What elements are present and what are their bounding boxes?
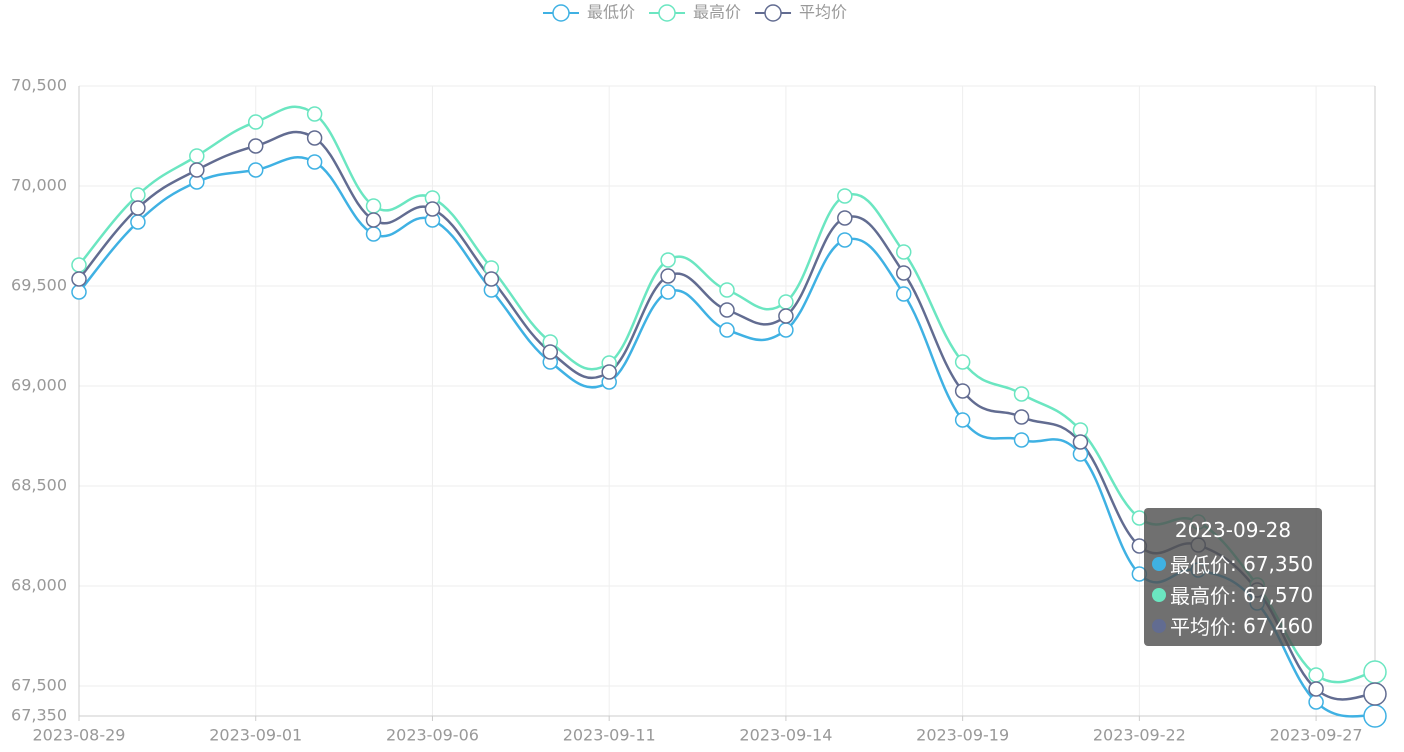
data-point — [1308, 694, 1324, 710]
y-tick-label: 68,000 — [11, 576, 67, 595]
data-point — [1308, 681, 1324, 697]
legend-label: 最高价 — [693, 3, 741, 22]
y-tick-label: 67,350 — [11, 706, 67, 725]
x-tick-label: 2023-09-27 — [1270, 726, 1363, 745]
data-point — [130, 214, 146, 230]
data-point — [895, 244, 912, 260]
data-point — [189, 162, 205, 178]
tooltip-name: 平均价 — [1170, 615, 1230, 639]
data-point — [719, 282, 735, 298]
data-point — [130, 187, 146, 203]
data-point — [71, 257, 87, 273]
tooltip-title: 2023-09-28 — [1174, 518, 1292, 542]
legend-icon — [658, 4, 676, 22]
x-tick-label: 2023-09-11 — [563, 726, 656, 745]
data-point — [71, 271, 87, 287]
tooltip-row: 最高价: 67,570 — [1152, 579, 1322, 610]
legend-label: 最低价 — [587, 3, 635, 22]
tooltip-value: 67,570 — [1243, 582, 1314, 607]
legend-label: 平均价 — [799, 3, 847, 22]
data-point — [306, 154, 323, 170]
data-point — [365, 198, 382, 214]
legend-item[interactable]: 最低价 — [543, 3, 635, 22]
data-point — [1363, 704, 1387, 728]
y-tick-label: 69,500 — [11, 276, 67, 295]
data-point — [1308, 667, 1324, 683]
separator: : — [1230, 613, 1244, 638]
data-point — [189, 148, 205, 164]
tooltip-marker — [1152, 587, 1166, 602]
data-point — [719, 322, 735, 338]
y-tick-label: 68,500 — [11, 476, 67, 495]
tooltip-row: 平均价: 67,460 — [1152, 610, 1322, 641]
tooltip-name: 最高价 — [1170, 584, 1230, 608]
data-point — [954, 354, 971, 370]
data-point — [778, 294, 794, 310]
data-point — [306, 106, 323, 122]
y-tick-label: 70,000 — [11, 176, 67, 195]
tooltip-marker — [1152, 556, 1166, 571]
x-tick-label: 2023-09-14 — [739, 726, 832, 745]
data-point — [954, 412, 971, 428]
tooltip-name: 最低价 — [1170, 553, 1230, 577]
data-point — [660, 284, 676, 300]
x-tick-label: 2023-09-22 — [1093, 726, 1186, 745]
x-tick-label: 2023-08-29 — [33, 726, 126, 745]
data-point — [365, 212, 382, 228]
data-point — [247, 138, 264, 154]
data-point — [483, 271, 500, 287]
data-point — [954, 383, 971, 399]
data-point — [1363, 682, 1387, 706]
tooltip-value: 67,350 — [1243, 551, 1314, 576]
data-point — [130, 200, 146, 216]
legend-icon — [764, 4, 782, 22]
separator: : — [1230, 582, 1244, 607]
legend-icon — [552, 4, 570, 22]
data-point — [306, 130, 323, 146]
data-point — [837, 210, 853, 226]
y-tick-label: 69,000 — [11, 376, 67, 395]
data-point — [1072, 434, 1089, 450]
separator: : — [1230, 551, 1244, 576]
data-point — [247, 162, 264, 178]
data-point — [71, 284, 87, 300]
data-point — [1013, 409, 1030, 425]
legend-item[interactable]: 平均价 — [755, 3, 847, 22]
tooltip: 2023-09-28 最低价: 67,350 最高价: 67,570 平均价: 67… — [1144, 508, 1322, 646]
data-point — [365, 226, 382, 242]
tooltip-row: 最低价: 67,350 — [1152, 548, 1322, 579]
data-point — [601, 364, 617, 380]
x-tick-label: 2023-09-06 — [386, 726, 479, 745]
data-point — [837, 232, 853, 248]
data-point — [660, 252, 676, 268]
data-point — [837, 188, 853, 204]
data-point — [895, 265, 912, 281]
data-point — [424, 201, 441, 217]
data-point — [247, 114, 264, 130]
data-point — [542, 344, 559, 360]
x-tick-label: 2023-09-19 — [916, 726, 1009, 745]
data-point — [778, 308, 794, 324]
y-tick-label: 70,500 — [11, 76, 67, 95]
data-point — [1013, 386, 1030, 402]
data-point — [719, 302, 735, 318]
x-tick-label: 2023-09-01 — [209, 726, 302, 745]
tooltip-marker — [1152, 618, 1166, 633]
data-point — [1363, 660, 1387, 684]
y-tick-label: 67,500 — [11, 676, 67, 695]
legend-item[interactable]: 最高价 — [649, 3, 741, 22]
data-point — [1013, 432, 1030, 448]
tooltip-value: 67,460 — [1243, 613, 1314, 638]
data-point — [895, 286, 912, 302]
data-point — [660, 268, 676, 284]
data-point — [778, 322, 794, 338]
